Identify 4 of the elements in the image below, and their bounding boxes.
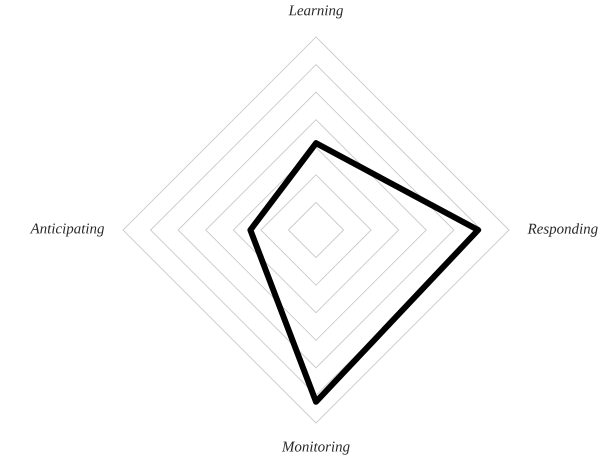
spoke-label: Anticipating	[30, 223, 104, 237]
spoke-label: Responding	[527, 223, 598, 237]
spoke-label: Monitoring	[282, 442, 350, 455]
spoke-label: Learning	[288, 5, 343, 18]
